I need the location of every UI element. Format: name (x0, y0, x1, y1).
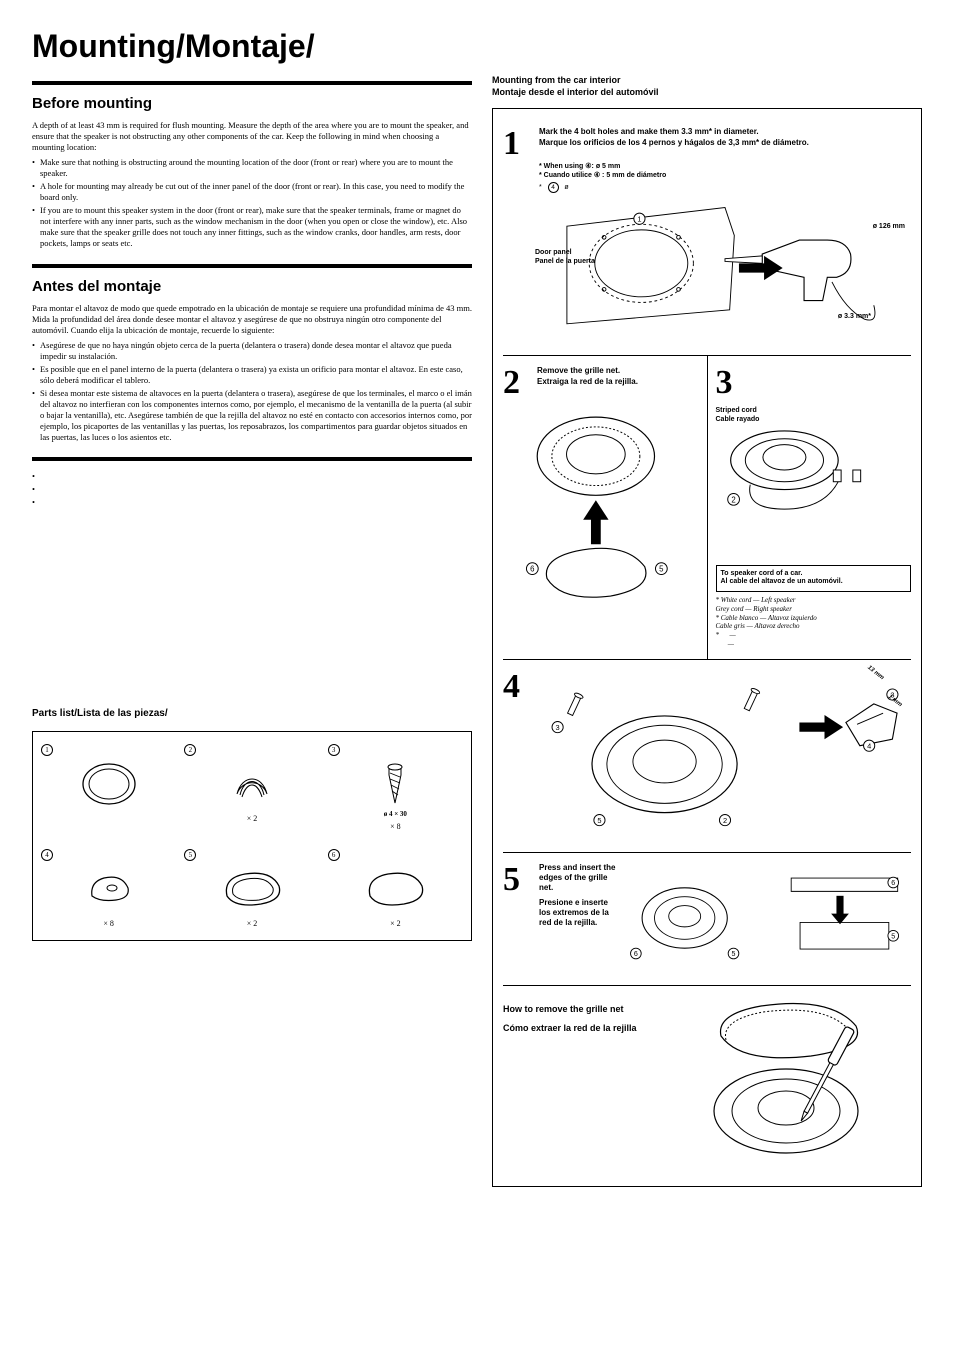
bullet (32, 497, 472, 508)
step1-art: 1 Door panelPanel de la puerta ø 126 mm … (539, 193, 911, 343)
part-qty: × 2 (247, 919, 258, 928)
howto-es: Cómo extraer la red de la rejilla (503, 1023, 681, 1035)
step3-art: 2 (716, 425, 912, 515)
svg-text:2: 2 (731, 495, 735, 504)
part-cell-4: 4 × 8 (41, 849, 176, 928)
bullet: Make sure that nothing is obstructing ar… (32, 157, 472, 179)
bullet (32, 471, 472, 482)
step1-en: Mark the 4 bolt holes and make them 3.3 … (539, 127, 911, 137)
svg-text:4: 4 (867, 741, 871, 750)
caption-en: Mounting from the car interior (492, 75, 621, 85)
part-cell-2: 2 × 2 (184, 744, 319, 831)
part-num: 1 (41, 744, 53, 756)
step-num: 3 (716, 366, 742, 400)
bullet: Es posible que en el panel interno de la… (32, 364, 472, 386)
step5-en: Press and insert the edges of the grille… (539, 863, 619, 894)
part-num: 4 (41, 849, 53, 861)
step1-note-en: * When using ④: ø 5 mm (539, 162, 911, 171)
part-illustration (212, 758, 292, 810)
part-qty: × 8 (390, 822, 401, 831)
cord-box: To speaker cord of a car. Al cable del a… (716, 565, 912, 593)
svg-text:2: 2 (723, 815, 727, 824)
howto-art (691, 996, 911, 1166)
howto-remove: How to remove the grille net Cómo extrae… (503, 986, 911, 1178)
part-illustration (69, 863, 149, 915)
svg-text:5: 5 (597, 815, 601, 824)
parts-box: 1 2 (32, 731, 472, 941)
rule (32, 457, 472, 461)
step-num: 4 (503, 670, 529, 840)
door-panel-label: Door panelPanel de la puerta (535, 249, 595, 266)
step4-art: 3 5 2 4 3 13 mm 1 mm (539, 670, 911, 840)
bullet (32, 484, 472, 495)
step-5: 5 Press and insert the edges of the gril… (503, 853, 911, 986)
cord-label: Striped cordCable rayado (716, 406, 912, 424)
before-mounting-head: Before mounting (32, 95, 472, 112)
part-num: 5 (184, 849, 196, 861)
bullet: Asegúrese de que no haya ningún objeto c… (32, 340, 472, 362)
step1-es: Marque los orificios de los 4 pernos y h… (539, 138, 911, 148)
svg-text:5: 5 (732, 950, 736, 958)
step1-note-es: * Cuando utilice ④ : 5 mm de diámetro (539, 171, 911, 180)
steps-frame: 1 Mark the 4 bolt holes and make them 3.… (492, 108, 922, 1186)
dim-33: ø 3.3 mm* (838, 313, 871, 320)
part-cell-3: 3 ø 4 × 30 × 8 (328, 744, 463, 831)
svg-text:5: 5 (891, 932, 895, 940)
svg-text:3: 3 (556, 722, 560, 731)
step-4: 4 (503, 660, 911, 853)
svg-text:6: 6 (530, 565, 534, 574)
svg-text:6: 6 (891, 879, 895, 887)
caption-es: Montaje desde el interior del automóvil (492, 87, 659, 97)
part-cell-6: 6 × 2 (328, 849, 463, 928)
rule (32, 264, 472, 268)
part-num: 2 (184, 744, 196, 756)
cord-notes: * White cord — Left speaker Grey cord — … (716, 596, 912, 649)
part-illustration (212, 863, 292, 915)
howto-en: How to remove the grille net (503, 1004, 681, 1016)
left-column: Before mounting A depth of at least 43 m… (32, 75, 472, 1187)
step-1: 1 Mark the 4 bolt holes and make them 3.… (503, 117, 911, 356)
part-cell-5: 5 × 2 (184, 849, 319, 928)
part-illustration (355, 758, 435, 810)
part-qty: × 8 (103, 919, 114, 928)
right-caption: Mounting from the car interior Montaje d… (492, 75, 922, 98)
part-cell-1: 1 (41, 744, 176, 831)
page-title: Mounting/Montaje/ (32, 28, 922, 65)
antes-bullets: Asegúrese de que no haya ningún objeto c… (32, 340, 472, 443)
step2-es: Extraiga la red de la rejilla. (537, 377, 638, 387)
bullet: Si desea montar este sistema de altavoce… (32, 388, 472, 443)
antes-head: Antes del montaje (32, 278, 472, 295)
rule (32, 81, 472, 85)
step-num: 5 (503, 863, 529, 973)
parts-list-head: Parts list/Lista de las piezas/ (32, 708, 472, 719)
step2-en: Remove the grille net. (537, 366, 638, 376)
part-num: 3 (328, 744, 340, 756)
svg-text:5: 5 (659, 565, 664, 574)
step-num: 1 (503, 127, 529, 343)
step-2-3: 2 Remove the grille net. Extraiga la red… (503, 356, 911, 659)
dim-126: ø 126 mm (873, 223, 905, 230)
step5-art: 6 5 6 5 (627, 863, 911, 973)
part-illustration (69, 758, 149, 810)
part-qty: × 2 (247, 814, 258, 823)
antes-intro: Para montar el altavoz de modo que quede… (32, 303, 472, 336)
bullet: If you are to mount this speaker system … (32, 205, 472, 249)
bullet: A hole for mounting may already be cut o… (32, 181, 472, 203)
step2-art: 6 5 (503, 400, 699, 620)
svg-text:6: 6 (634, 950, 638, 958)
step-num: 2 (503, 366, 529, 400)
part-qty: × 2 (390, 919, 401, 928)
part-illustration (355, 863, 435, 915)
before-mounting-bullets: Make sure that nothing is obstructing ar… (32, 157, 472, 249)
part-dim: ø 4 × 30 (384, 810, 407, 818)
part-num: 6 (328, 849, 340, 861)
step5-es: Presione e inserte los extremos de la re… (539, 898, 619, 929)
jp-bullets (32, 471, 472, 508)
right-column: Mounting from the car interior Montaje d… (492, 75, 922, 1187)
before-mounting-intro: A depth of at least 43 mm is required fo… (32, 120, 472, 153)
svg-text:1: 1 (637, 215, 641, 224)
